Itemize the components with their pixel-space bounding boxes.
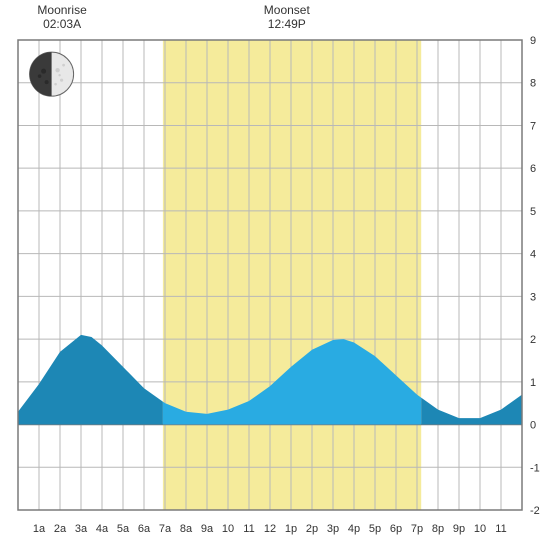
y-tick-label: -2	[530, 505, 540, 517]
y-tick-label: 4	[530, 249, 536, 261]
moon-phase-icon	[30, 52, 74, 96]
tide-chart: -2-101234567891a2a3a4a5a6a7a8a9a1011121p…	[0, 0, 550, 550]
x-tick-label: 5a	[117, 523, 130, 535]
x-tick-label: 7a	[159, 523, 172, 535]
x-tick-label: 6p	[390, 523, 402, 535]
x-tick-label: 6a	[138, 523, 151, 535]
chart-svg: -2-101234567891a2a3a4a5a6a7a8a9a1011121p…	[0, 0, 550, 550]
x-tick-label: 4p	[348, 523, 360, 535]
x-tick-label: 11	[243, 523, 254, 535]
x-tick-label: 9p	[453, 523, 465, 535]
x-tick-label: 2p	[306, 523, 318, 535]
y-tick-label: 0	[530, 420, 536, 432]
x-tick-label: 2a	[54, 523, 67, 535]
x-tick-label: 4a	[96, 523, 109, 535]
x-tick-label: 1a	[33, 523, 46, 535]
y-tick-label: 1	[530, 377, 536, 389]
moonrise-label: Moonrise	[37, 3, 87, 17]
x-tick-label: 10	[222, 523, 234, 535]
moonset-label: Moonset	[264, 3, 311, 17]
x-tick-label: 8p	[432, 523, 444, 535]
x-tick-label: 7p	[411, 523, 423, 535]
y-tick-label: 9	[530, 35, 536, 47]
x-tick-label: 9a	[201, 523, 214, 535]
y-tick-label: 8	[530, 78, 536, 90]
x-tick-label: 5p	[369, 523, 381, 535]
y-tick-label: 6	[530, 163, 536, 175]
x-tick-label: 12	[264, 523, 276, 535]
moonrise-time: 02:03A	[43, 17, 81, 31]
y-tick-label: 5	[530, 206, 536, 218]
x-tick-label: 3a	[75, 523, 88, 535]
y-tick-label: 2	[530, 334, 536, 346]
y-tick-label: 7	[530, 120, 536, 132]
y-tick-label: -1	[530, 462, 540, 474]
x-tick-label: 1p	[285, 523, 297, 535]
x-tick-label: 3p	[327, 523, 339, 535]
x-tick-label: 11	[495, 523, 506, 535]
x-tick-label: 10	[474, 523, 486, 535]
daylight-band	[163, 40, 421, 510]
moonset-time: 12:49P	[268, 17, 306, 31]
x-tick-label: 8a	[180, 523, 193, 535]
y-tick-label: 3	[530, 291, 536, 303]
